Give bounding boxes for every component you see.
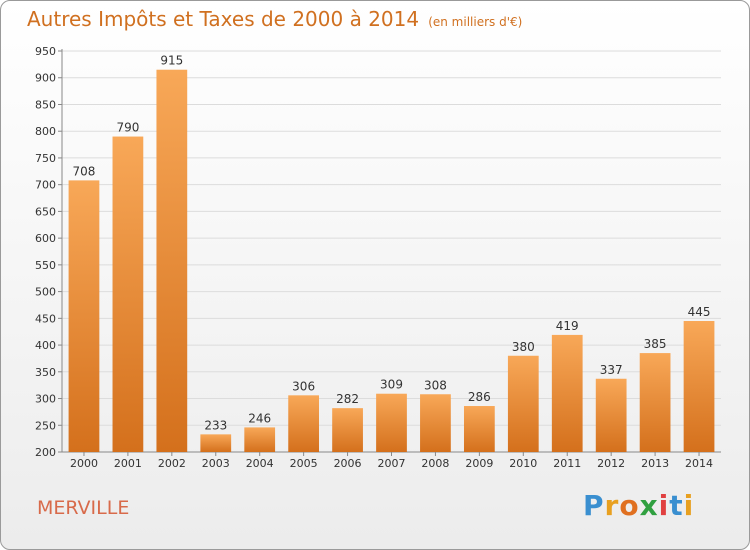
x-tick-label: 2003 <box>202 457 230 470</box>
y-tick-label: 800 <box>35 125 56 138</box>
x-tick-label: 2006 <box>334 457 362 470</box>
commune-name: MERVILLE <box>37 497 130 519</box>
y-tick-label: 900 <box>35 72 56 85</box>
labels: 708 2000 790 2001 915 2002 233 2003 246 2004 306 20… <box>70 54 713 470</box>
x-tick-label: 2009 <box>465 457 493 470</box>
x-tick-label: 2002 <box>158 457 186 470</box>
bar <box>639 353 671 452</box>
data-label: 915 <box>160 54 183 68</box>
data-label: 233 <box>204 418 227 432</box>
bar <box>112 136 144 452</box>
logo-letter: P <box>583 489 605 522</box>
y-tick-label: 450 <box>35 312 56 325</box>
bar <box>595 378 627 452</box>
y-tick-label: 750 <box>35 152 56 165</box>
logo-letter: i <box>683 489 695 522</box>
y-tick-label: 500 <box>35 286 56 299</box>
data-label: 385 <box>644 337 667 351</box>
data-label: 708 <box>73 164 96 178</box>
data-label: 380 <box>512 340 535 354</box>
bar <box>200 434 232 452</box>
bar <box>463 406 495 452</box>
x-tick-label: 2005 <box>290 457 318 470</box>
y-tick-label: 400 <box>35 339 56 352</box>
data-label: 282 <box>336 392 359 406</box>
bar <box>68 180 100 452</box>
y-tick-label: 350 <box>35 366 56 379</box>
x-tick-label: 2014 <box>685 457 713 470</box>
x-tick-label: 2007 <box>378 457 406 470</box>
y-tick-label: 550 <box>35 259 56 272</box>
chart-header: Autres Impôts et Taxes de 2000 à 2014 (e… <box>27 7 522 31</box>
logo-letter: t <box>669 489 684 522</box>
data-label: 445 <box>688 305 711 319</box>
bar <box>551 334 583 452</box>
y-tick-label: 300 <box>35 393 56 406</box>
data-label: 337 <box>600 363 623 377</box>
data-label: 419 <box>556 319 579 333</box>
x-tick-label: 2011 <box>553 457 581 470</box>
x-tick-label: 2010 <box>509 457 537 470</box>
bar <box>683 321 715 452</box>
y-tick-label: 650 <box>35 205 56 218</box>
bar <box>288 395 320 452</box>
bar <box>332 408 363 452</box>
bar <box>376 393 407 452</box>
y-tick-label: 250 <box>35 419 56 432</box>
logo-letter: i <box>658 489 670 522</box>
x-tick-label: 2004 <box>246 457 274 470</box>
logo-letter: r <box>604 489 620 522</box>
chart-subtitle: (en milliers d'€) <box>428 15 523 29</box>
data-label: 306 <box>292 379 315 393</box>
y-tick-label: 850 <box>35 98 56 111</box>
y-tick-label: 700 <box>35 179 56 192</box>
x-tick-label: 2012 <box>597 457 625 470</box>
bars <box>68 69 715 453</box>
data-label: 309 <box>380 378 403 392</box>
bar <box>156 69 188 453</box>
bar <box>420 394 451 452</box>
chart-title: Autres Impôts et Taxes de 2000 à 2014 <box>27 7 420 31</box>
data-label: 246 <box>248 411 271 425</box>
x-tick-label: 2008 <box>421 457 449 470</box>
y-tick-label: 950 <box>35 45 56 58</box>
bar <box>244 427 276 452</box>
bar <box>507 355 539 452</box>
y-tick-label: 600 <box>35 232 56 245</box>
logo-letter: x <box>639 489 659 522</box>
data-label: 790 <box>116 121 139 135</box>
logo-letter: o <box>619 489 640 522</box>
data-label: 308 <box>424 378 447 392</box>
x-tick-label: 2013 <box>641 457 669 470</box>
data-label: 286 <box>468 390 491 404</box>
y-tick-label: 200 <box>35 446 56 459</box>
proxiti-logo[interactable]: Proxiti <box>583 489 694 522</box>
x-tick-label: 2001 <box>114 457 142 470</box>
x-tick-label: 2000 <box>70 457 98 470</box>
